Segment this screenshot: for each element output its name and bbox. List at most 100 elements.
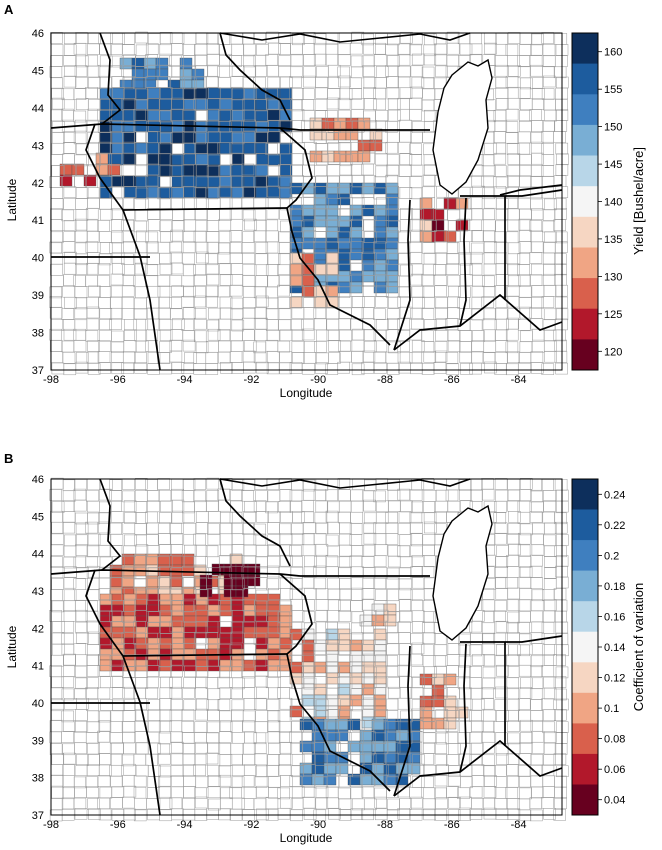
county-outline bbox=[421, 274, 434, 286]
colorbar-tick-label: 0.22 bbox=[604, 520, 625, 532]
county-outline bbox=[267, 119, 281, 132]
colorbar-swatch bbox=[572, 247, 598, 279]
county-cell bbox=[243, 131, 257, 144]
county-outline bbox=[506, 710, 519, 722]
county-outline bbox=[423, 53, 437, 66]
county-outline bbox=[86, 677, 99, 689]
county-outline bbox=[554, 521, 568, 534]
county-outline bbox=[495, 98, 509, 110]
county-outline bbox=[135, 99, 149, 111]
county-cell bbox=[183, 109, 197, 122]
county-outline bbox=[111, 687, 125, 699]
county-outline bbox=[51, 786, 64, 799]
county-outline bbox=[109, 318, 122, 330]
county-outline bbox=[350, 808, 364, 820]
county-outline bbox=[289, 489, 303, 502]
county-outline bbox=[325, 274, 339, 286]
county-outline bbox=[51, 600, 65, 613]
county-outline bbox=[242, 710, 256, 723]
county-outline bbox=[362, 65, 375, 77]
county-outline bbox=[135, 55, 148, 67]
county-outline bbox=[205, 752, 219, 765]
county-outline bbox=[471, 798, 484, 810]
county-outline bbox=[303, 307, 317, 319]
county-outline bbox=[243, 361, 256, 374]
county-outline bbox=[457, 187, 471, 199]
county-outline bbox=[361, 131, 374, 144]
county-outline bbox=[542, 273, 556, 286]
county-outline bbox=[362, 544, 375, 557]
county-outline bbox=[217, 142, 230, 154]
county-outline bbox=[229, 242, 242, 254]
county-outline bbox=[313, 307, 327, 319]
county-outline bbox=[254, 65, 268, 77]
county-outline bbox=[554, 263, 567, 276]
county-outline bbox=[159, 512, 172, 524]
county-outline bbox=[157, 187, 170, 200]
county-cell bbox=[159, 120, 173, 133]
county-outline bbox=[182, 142, 196, 155]
state-boundaries bbox=[50, 32, 563, 371]
county-outline bbox=[135, 544, 149, 556]
county-cell bbox=[373, 628, 387, 641]
county-outline bbox=[422, 798, 436, 811]
county-cell bbox=[219, 626, 233, 639]
county-outline bbox=[469, 710, 482, 722]
county-outline bbox=[397, 664, 411, 677]
county-cell bbox=[349, 694, 363, 707]
county-outline bbox=[543, 329, 557, 342]
county-outline bbox=[363, 219, 377, 232]
county-outline bbox=[520, 732, 533, 744]
county-outline bbox=[63, 665, 76, 678]
county-cell bbox=[243, 109, 257, 122]
county-outline bbox=[171, 808, 184, 821]
county-outline bbox=[399, 578, 412, 591]
county-outline bbox=[182, 511, 195, 523]
county-outline bbox=[351, 363, 365, 376]
county-outline bbox=[339, 578, 352, 590]
county-outline bbox=[49, 296, 62, 308]
county-outline bbox=[373, 555, 387, 568]
county-outline bbox=[301, 319, 314, 331]
county-outline bbox=[505, 341, 519, 354]
county-outline bbox=[254, 776, 268, 788]
county-outline bbox=[169, 522, 183, 535]
county-outline bbox=[277, 807, 291, 820]
county-outline bbox=[398, 231, 412, 244]
county-outline bbox=[484, 42, 497, 55]
county-cell bbox=[231, 87, 245, 100]
colorbar-swatch bbox=[572, 692, 598, 724]
county-outline bbox=[374, 774, 388, 787]
county-outline bbox=[134, 523, 148, 535]
county-outline bbox=[75, 187, 89, 199]
county-outline bbox=[195, 153, 208, 165]
x-tick-label: -92 bbox=[243, 819, 259, 831]
county-outline bbox=[446, 786, 459, 798]
county-outline bbox=[158, 666, 172, 678]
county-outline bbox=[111, 786, 124, 798]
county-outline bbox=[460, 363, 473, 375]
county-outline bbox=[205, 75, 219, 88]
county-outline bbox=[169, 620, 183, 633]
county-outline bbox=[75, 164, 88, 176]
county-cell bbox=[231, 626, 245, 639]
county-cell bbox=[313, 694, 327, 707]
county-cell bbox=[171, 593, 185, 606]
county-outline bbox=[266, 351, 280, 363]
county-outline bbox=[51, 87, 64, 100]
x-tick-label: -92 bbox=[243, 374, 259, 386]
county-outline bbox=[481, 478, 494, 490]
county-cell bbox=[325, 650, 339, 663]
county-outline bbox=[423, 44, 437, 57]
county-outline bbox=[520, 719, 533, 732]
county-outline bbox=[313, 231, 327, 243]
county-outline bbox=[529, 55, 543, 67]
county-outline bbox=[314, 165, 327, 177]
colorbar-swatch bbox=[572, 662, 598, 694]
county-outline bbox=[278, 231, 292, 243]
county-cell bbox=[383, 614, 397, 627]
county-outline bbox=[388, 296, 401, 309]
county-outline bbox=[362, 251, 376, 264]
colorbar-tick-label: 135 bbox=[604, 234, 622, 246]
county-outline bbox=[375, 609, 389, 622]
